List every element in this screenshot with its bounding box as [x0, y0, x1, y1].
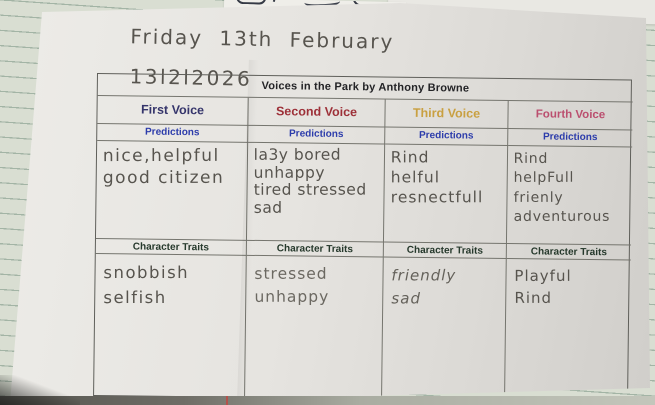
pen-stroke — [272, 0, 294, 7]
date-line-1: Friday 13th February — [130, 23, 395, 54]
predictions-handwriting-third-voice: Rind helful resnectfull — [390, 148, 484, 207]
traits-label-third-voice: Character Traits — [383, 242, 507, 260]
predictions-second-voice: la3y bored unhappy tired stressed sad — [246, 142, 386, 243]
predictions-label-third-voice: Predictions — [385, 127, 509, 147]
column-header-second-voice: Second Voice — [248, 97, 386, 128]
traits-first-voice: snobbish selfish — [94, 253, 247, 399]
traits-handwriting-third-voice: friendly sad — [391, 266, 457, 308]
predictions-label-second-voice: Predictions — [248, 125, 386, 145]
predictions-label-first-voice: Predictions — [97, 124, 249, 143]
worksheet-table: Voices in the Park by Anthony Browne Fir… — [93, 73, 633, 403]
predictions-handwriting-second-voice: la3y bored unhappy tired stressed sad — [253, 145, 367, 217]
traits-label-fourth-voice: Character Traits — [506, 244, 631, 261]
predictions-handwriting-fourth-voice: Rind helpFull frienly adventurous — [513, 150, 611, 225]
traits-handwriting-fourth-voice: Playful Rind — [514, 266, 572, 307]
traits-handwriting-second-voice: stressed unhappy — [254, 264, 330, 307]
traits-label-second-voice: Character Traits — [246, 240, 384, 258]
traits-third-voice: friendly sad — [382, 257, 507, 403]
pen-stroke — [236, 0, 267, 5]
photo-bottom-edge — [0, 396, 655, 405]
traits-second-voice: stressed unhappy — [245, 255, 384, 401]
column-header-fourth-voice: Fourth Voice — [508, 101, 633, 131]
column-header-third-voice: Third Voice — [385, 99, 509, 130]
column-header-first-voice: First Voice — [97, 96, 249, 126]
traits-fourth-voice: Playful Rind — [505, 259, 631, 403]
corner-shadow — [0, 375, 80, 405]
traits-handwriting-first-voice: snobbish selfish — [103, 262, 190, 307]
predictions-third-voice: Rind helful resnectfull — [383, 144, 509, 245]
predictions-first-voice: nice,helpful good citizen — [95, 141, 249, 241]
predictions-fourth-voice: Rind helpFull frienly adventurous — [506, 146, 633, 246]
predictions-handwriting-first-voice: nice,helpful good citizen — [102, 145, 225, 189]
margin-line-bottom — [226, 396, 228, 405]
predictions-label-fourth-voice: Predictions — [508, 129, 633, 148]
